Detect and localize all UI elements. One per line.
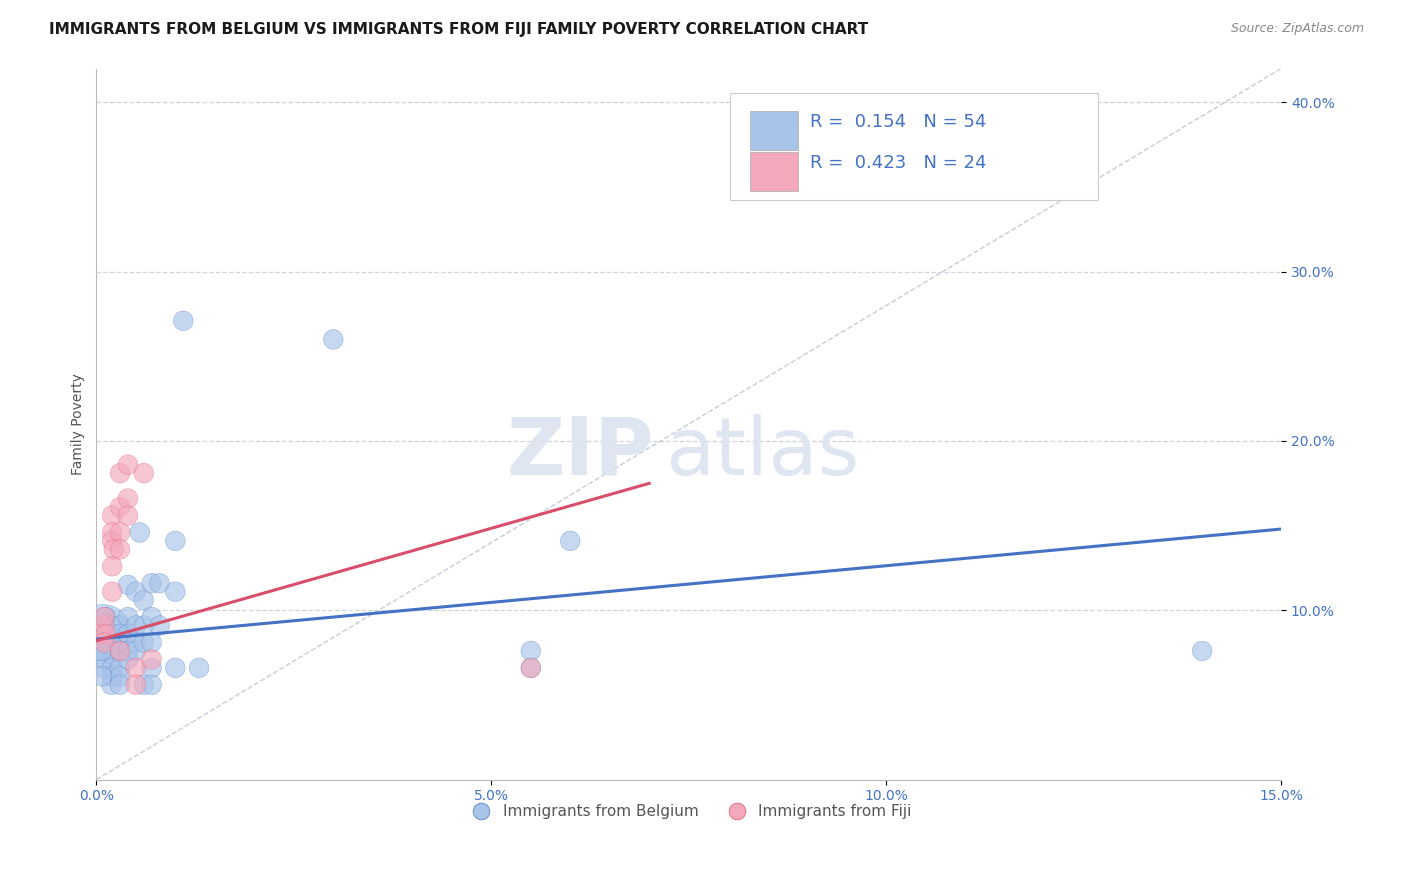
Point: [101, 661, 124, 675]
Text: Source: ZipAtlas.com: Source: ZipAtlas.com: [1230, 22, 1364, 36]
Point: [101, 508, 124, 523]
Point: [141, 610, 163, 624]
Point: [141, 576, 163, 591]
Text: IMMIGRANTS FROM BELGIUM VS IMMIGRANTS FROM FIJI FAMILY POVERTY CORRELATION CHART: IMMIGRANTS FROM BELGIUM VS IMMIGRANTS FR…: [49, 22, 869, 37]
Point: [117, 644, 139, 658]
Point: [108, 466, 131, 480]
Point: [148, 618, 170, 632]
Point: [101, 525, 124, 540]
Point: [125, 644, 148, 658]
Point: [128, 525, 150, 540]
Point: [125, 661, 148, 675]
Point: [125, 618, 148, 632]
Point: [103, 648, 125, 663]
Point: [141, 661, 163, 675]
Point: [108, 661, 131, 675]
Point: [132, 593, 155, 607]
Point: [117, 578, 139, 592]
Point: [108, 627, 131, 641]
Text: ZIP: ZIP: [506, 414, 654, 491]
Point: [108, 644, 131, 658]
Point: [94, 652, 117, 666]
Point: [108, 669, 131, 683]
Point: [1191, 644, 1213, 658]
Point: [89, 627, 111, 641]
Point: [520, 644, 543, 658]
Text: atlas: atlas: [665, 414, 859, 491]
Point: [93, 644, 115, 658]
Point: [141, 635, 163, 649]
Point: [100, 618, 122, 632]
Point: [101, 639, 124, 653]
Point: [91, 627, 114, 641]
Point: [89, 627, 111, 641]
Point: [93, 610, 115, 624]
Point: [103, 542, 125, 557]
Point: [101, 584, 124, 599]
FancyBboxPatch shape: [730, 94, 1098, 200]
Point: [172, 314, 194, 328]
Point: [141, 652, 163, 666]
Point: [520, 661, 543, 675]
Point: [520, 661, 543, 675]
Point: [108, 500, 131, 514]
Y-axis label: Family Poverty: Family Poverty: [72, 373, 86, 475]
Point: [90, 669, 112, 683]
FancyBboxPatch shape: [751, 112, 797, 150]
Point: [125, 678, 148, 692]
Point: [125, 584, 148, 599]
Point: [108, 678, 131, 692]
Legend: Immigrants from Belgium, Immigrants from Fiji: Immigrants from Belgium, Immigrants from…: [460, 798, 918, 825]
Point: [165, 661, 187, 675]
Point: [93, 618, 115, 632]
Point: [132, 635, 155, 649]
Point: [132, 466, 155, 480]
Point: [117, 610, 139, 624]
Point: [100, 678, 122, 692]
Text: R =  0.423   N = 24: R = 0.423 N = 24: [810, 153, 986, 172]
Point: [108, 525, 131, 540]
Point: [117, 491, 139, 506]
Point: [101, 533, 124, 548]
Point: [125, 635, 148, 649]
Point: [90, 644, 112, 658]
Point: [322, 333, 344, 347]
Point: [94, 610, 117, 624]
Point: [141, 678, 163, 692]
Point: [560, 533, 582, 548]
Point: [117, 627, 139, 641]
Point: [101, 669, 124, 683]
Point: [108, 542, 131, 557]
Point: [93, 635, 115, 649]
Text: R =  0.154   N = 54: R = 0.154 N = 54: [810, 112, 986, 130]
Point: [132, 678, 155, 692]
Point: [108, 644, 131, 658]
Point: [93, 661, 115, 675]
Point: [148, 576, 170, 591]
Point: [101, 559, 124, 574]
Point: [132, 618, 155, 632]
FancyBboxPatch shape: [751, 152, 797, 191]
Point: [117, 508, 139, 523]
Point: [188, 661, 211, 675]
Point: [108, 618, 131, 632]
Point: [117, 652, 139, 666]
Point: [165, 533, 187, 548]
Point: [93, 615, 115, 629]
Point: [117, 458, 139, 472]
Point: [93, 635, 115, 649]
Point: [94, 627, 117, 641]
Point: [101, 627, 124, 641]
Point: [165, 584, 187, 599]
